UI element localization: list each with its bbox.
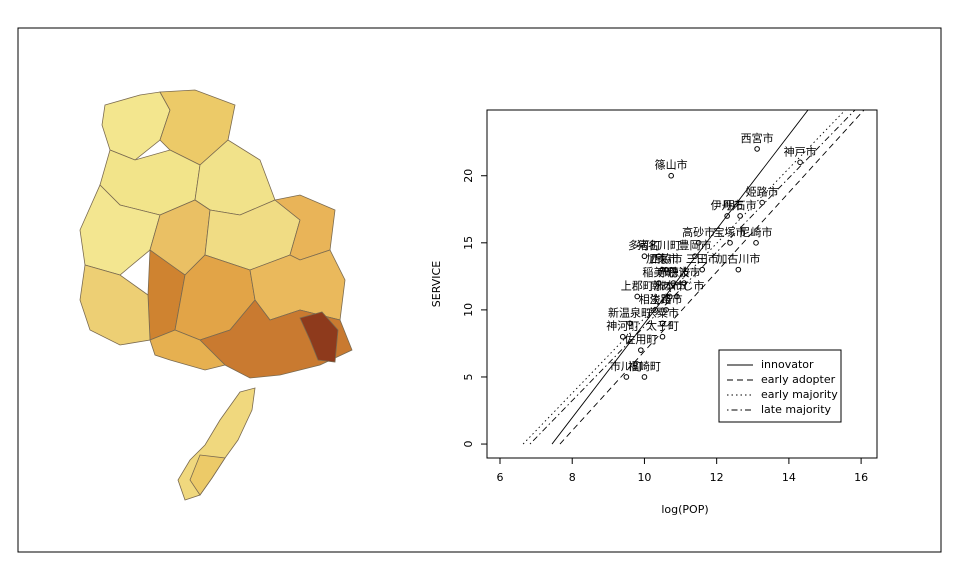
y-axis-label: SERVICE [430, 261, 443, 307]
legend-label: early adopter [761, 373, 836, 386]
fit-line [551, 110, 809, 445]
point-label: 宝塚市 [714, 225, 747, 239]
point [670, 280, 677, 286]
x-tick-label: 8 [569, 471, 576, 484]
point [619, 333, 626, 340]
point-label: 神河町 [606, 319, 639, 333]
point [692, 253, 698, 260]
y-tick-label: 10 [462, 303, 475, 317]
point-label: 淡路市 [650, 292, 683, 306]
point [681, 280, 687, 286]
point-label: 佐用町 [624, 332, 657, 346]
point [627, 320, 633, 327]
fit-line [529, 110, 856, 445]
x-tick-label: 16 [854, 471, 868, 484]
point [674, 293, 680, 300]
point-label: 宍粟市 [646, 305, 679, 319]
point [724, 213, 730, 219]
fit-lines [522, 110, 865, 445]
point-label: 篠山市 [655, 158, 688, 172]
point-label: 西脇市 [650, 252, 683, 266]
legend-label: late majority [761, 403, 832, 416]
point-label: 豊岡市 [679, 238, 712, 252]
point-label: 洲本市 [653, 278, 686, 292]
point [735, 266, 742, 273]
x-tick-label: 6 [497, 471, 504, 484]
point [659, 320, 666, 327]
point [666, 293, 673, 300]
point-label: 尼崎市 [740, 225, 773, 239]
point [699, 266, 706, 273]
map [79, 89, 353, 501]
legend-label: innovator [761, 358, 814, 371]
point-label: 市川町 [610, 359, 643, 373]
point [727, 240, 733, 246]
x-tick-label: 12 [710, 471, 724, 484]
point-label: 伊丹市 [711, 198, 744, 212]
point [663, 307, 669, 313]
point [737, 213, 743, 219]
point [659, 266, 666, 273]
point [638, 347, 644, 353]
fit-line [522, 110, 846, 445]
point [797, 159, 803, 166]
point [659, 333, 666, 340]
x-tick-label: 14 [782, 471, 796, 484]
point-label: 丹波市 [668, 265, 701, 279]
point-label: 新温泉町 [608, 305, 652, 319]
point-label: 赤穂市 [657, 265, 690, 279]
legend-box [718, 349, 842, 423]
point-label: 相生市 [639, 292, 672, 306]
point-label: 上郡町 [621, 279, 654, 292]
point-label: 福崎町 [628, 359, 661, 373]
y-tick-label: 5 [462, 373, 475, 380]
point [759, 199, 765, 206]
point-label: 西宮市 [741, 131, 774, 145]
point-label: 南あわじ市 [649, 278, 704, 292]
y-tick-label: 0 [462, 441, 475, 448]
x-axis-label: log(POP) [661, 503, 708, 516]
x-tick-label: 10 [637, 471, 651, 484]
point [753, 240, 759, 246]
point [695, 240, 702, 246]
point [663, 266, 669, 273]
point-label: 加古川市 [716, 252, 760, 266]
point [656, 253, 662, 260]
point-label: 多可町 [628, 238, 661, 252]
point [656, 280, 662, 286]
point-label: 高砂市 [682, 225, 715, 239]
point-label: 神戸市 [784, 144, 817, 158]
point-label: 太子町 [646, 320, 679, 333]
point-label: 稲美町 [642, 266, 675, 279]
y-tick-label: 15 [462, 236, 475, 250]
point [652, 307, 659, 313]
legend-label: early majority [761, 388, 838, 401]
plot-box [486, 109, 878, 459]
point-label: 三田市 [686, 252, 719, 266]
point [634, 293, 641, 300]
point [668, 172, 674, 179]
point-label: 加東市 [646, 252, 679, 266]
point [641, 253, 648, 260]
point-label: 明石市 [724, 198, 757, 212]
fit-line [559, 110, 865, 445]
point [623, 374, 630, 380]
point-label: 姫路市 [746, 185, 779, 199]
point-label: 猪名川町 [637, 238, 681, 252]
point [641, 374, 648, 380]
y-tick-label: 20 [462, 169, 475, 183]
point [754, 146, 760, 152]
